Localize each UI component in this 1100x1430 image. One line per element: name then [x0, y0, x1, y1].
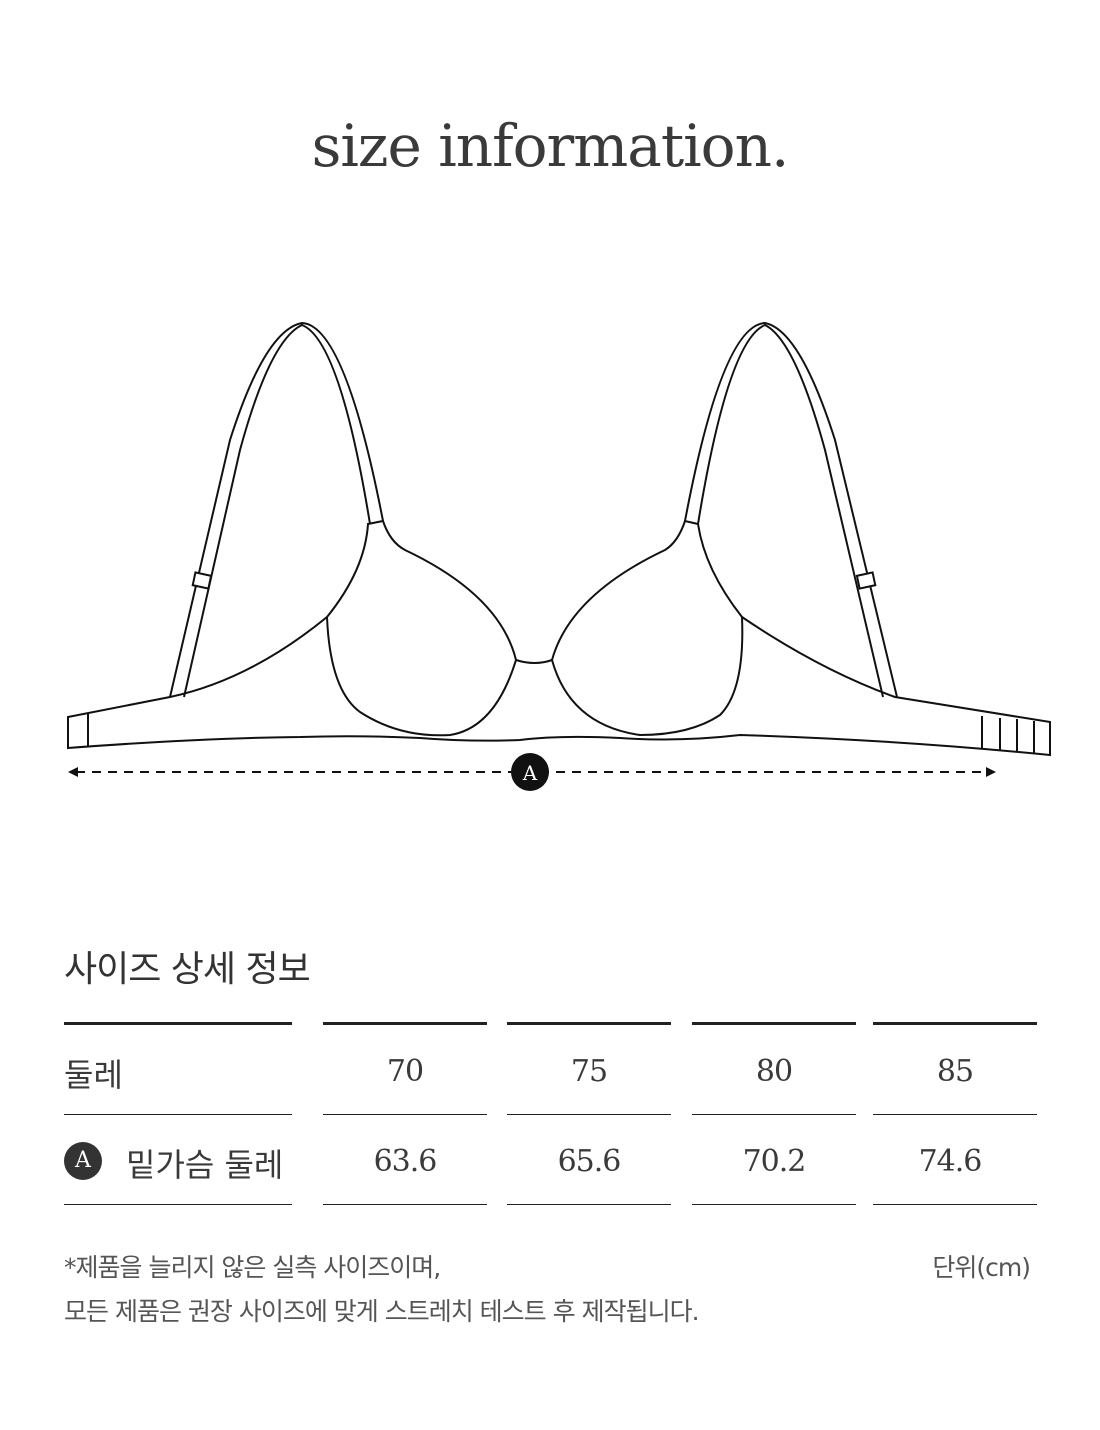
- band-outline: [67, 614, 1051, 757]
- value-80: 70.2: [742, 1144, 807, 1179]
- marker-a: [511, 753, 549, 791]
- value-85: 74.6: [918, 1144, 983, 1179]
- header-label: 둘레: [64, 1056, 123, 1094]
- size-75: 75: [570, 1054, 608, 1089]
- unit-label: 단위(cm): [932, 1253, 1031, 1282]
- right-cup: [551, 519, 743, 661]
- marker-a-label: A: [522, 761, 538, 785]
- size-85: 85: [936, 1054, 974, 1089]
- row-label: 밑가슴 둘레: [126, 1146, 284, 1184]
- right-strap: [684, 321, 898, 698]
- size-80: 80: [755, 1054, 793, 1089]
- left-strap: [169, 321, 384, 698]
- page-title: size information.: [311, 112, 790, 180]
- note-line-2: 모든 제품은 권장 사이즈에 맞게 스트레치 테스트 후 제작됩니다.: [64, 1297, 700, 1326]
- section-title: 사이즈 상세 정보: [64, 949, 311, 990]
- size-70: 70: [386, 1054, 424, 1089]
- bra-diagram: A: [67, 321, 1051, 791]
- arrow-right-icon: [986, 767, 996, 777]
- note-line-1: *제품을 늘리지 않은 실측 사이즈이며,: [64, 1253, 441, 1282]
- arrow-left-icon: [68, 767, 78, 777]
- left-cup: [326, 519, 517, 661]
- marker-a-badge: A: [64, 1142, 102, 1180]
- value-75: 65.6: [557, 1144, 622, 1179]
- value-70: 63.6: [373, 1144, 438, 1179]
